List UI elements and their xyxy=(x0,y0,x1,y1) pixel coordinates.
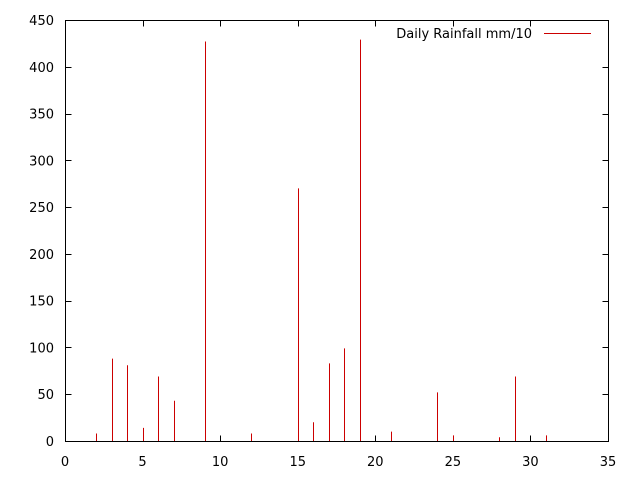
plot-border xyxy=(65,20,609,442)
y-tick-label: 250 xyxy=(29,201,54,216)
tick-layer xyxy=(65,20,609,442)
x-tick-label: 35 xyxy=(600,455,617,470)
y-tick-label: 150 xyxy=(29,295,54,310)
y-tick-label: 450 xyxy=(29,14,54,29)
y-tick-label: 300 xyxy=(29,154,54,169)
y-tick-labels: 0 50 100 150 200 250 300 350 400 450 xyxy=(29,14,54,450)
y-tick-label: 200 xyxy=(29,248,54,263)
bars-layer xyxy=(96,39,547,441)
y-tick-label: 350 xyxy=(29,108,54,123)
legend-label: Daily Rainfall mm/10 xyxy=(396,27,532,42)
x-tick-label: 30 xyxy=(522,455,539,470)
legend: Daily Rainfall mm/10 xyxy=(396,27,591,42)
x-tick-label: 5 xyxy=(138,455,146,470)
x-tick-label: 20 xyxy=(367,455,384,470)
y-tick-label: 400 xyxy=(29,61,54,76)
y-tick-label: 100 xyxy=(29,341,54,356)
x-tick-label: 10 xyxy=(212,455,229,470)
x-tick-label: 15 xyxy=(289,455,306,470)
x-tick-labels: 0 5 10 15 20 25 30 35 xyxy=(61,455,616,470)
y-tick-label: 50 xyxy=(37,388,54,403)
x-tick-label: 25 xyxy=(445,455,462,470)
y-tick-label: 0 xyxy=(46,435,54,450)
x-tick-label: 0 xyxy=(61,455,69,470)
